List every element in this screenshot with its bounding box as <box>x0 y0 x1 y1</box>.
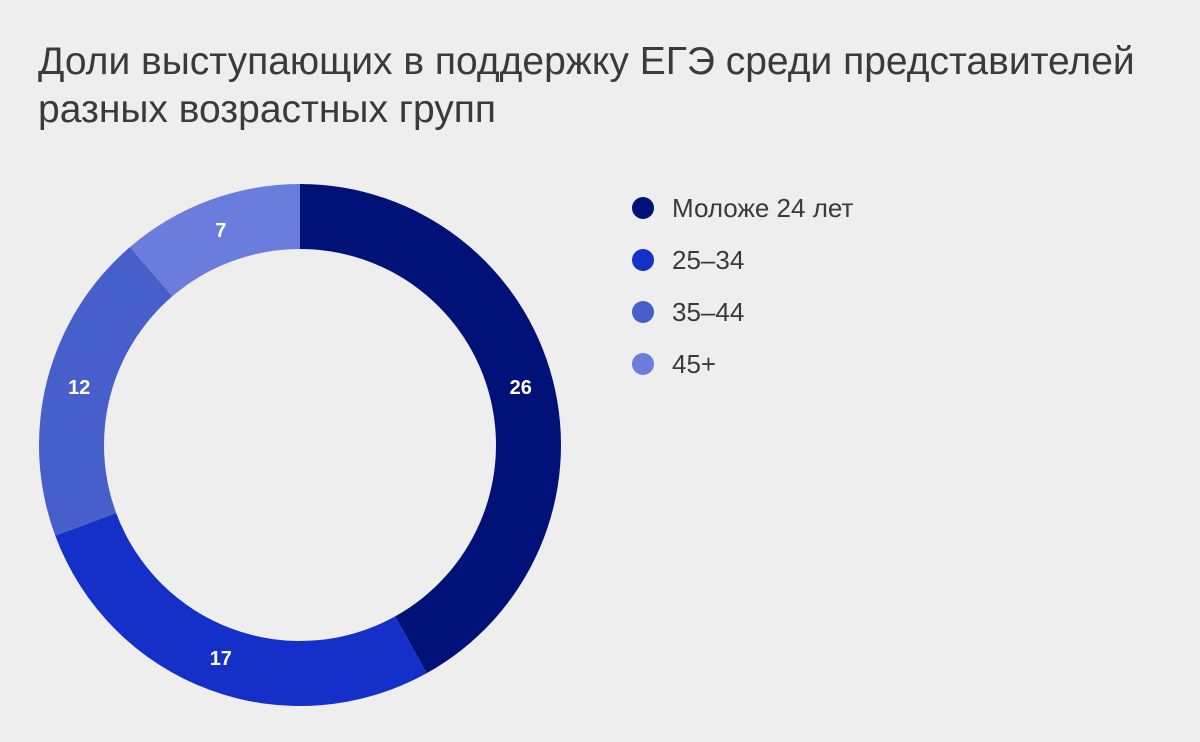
donut-slice-3 <box>39 246 173 536</box>
legend-label: 35–44 <box>672 296 745 327</box>
slice-value-label: 12 <box>68 377 90 399</box>
legend-item: 35–44 <box>632 286 853 338</box>
legend-label: 25–34 <box>672 244 745 275</box>
legend-swatch <box>632 301 654 323</box>
legend-swatch <box>632 353 654 375</box>
legend-label: Моложе 24 лет <box>672 192 854 223</box>
slice-value-label: 26 <box>510 377 532 399</box>
donut-chart: 26 17 12 7 <box>39 184 561 706</box>
slice-value-label: 7 <box>215 220 226 242</box>
legend: Моложе 24 лет 25–34 35–44 45+ <box>632 182 853 390</box>
donut-slice-2 <box>55 513 427 706</box>
donut-slice-4 <box>129 184 300 297</box>
legend-swatch <box>632 197 654 219</box>
chart-title: Доли выступающих в поддержку ЕГЭ среди п… <box>38 40 1135 131</box>
slice-value-label: 17 <box>210 648 232 670</box>
legend-label: 45+ <box>672 348 717 379</box>
legend-swatch <box>632 249 654 271</box>
donut-slice-1 <box>300 184 561 674</box>
legend-item: Моложе 24 лет <box>632 182 853 234</box>
legend-item: 25–34 <box>632 234 853 286</box>
legend-item: 45+ <box>632 338 853 390</box>
